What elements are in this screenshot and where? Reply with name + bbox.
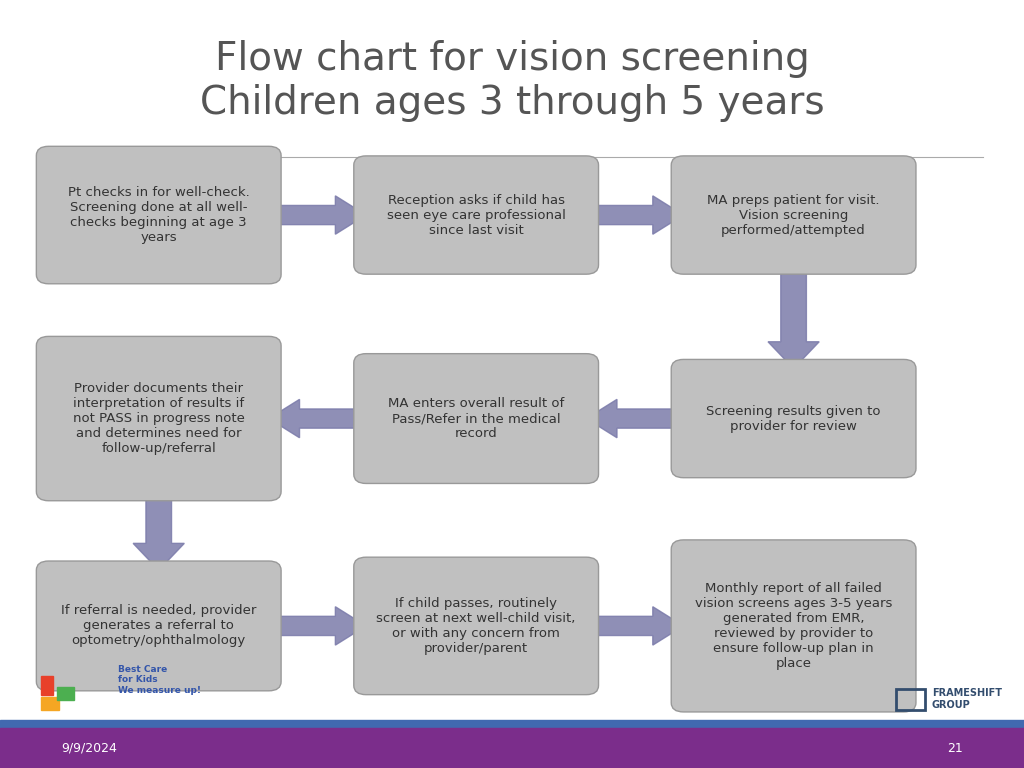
Polygon shape [586,196,684,234]
Polygon shape [268,196,367,234]
Text: If child passes, routinely
screen at next well-child visit,
or with any concern : If child passes, routinely screen at nex… [377,597,575,655]
Polygon shape [133,492,184,570]
FancyBboxPatch shape [37,561,281,691]
Bar [41,697,59,710]
Polygon shape [586,607,684,645]
Text: MA enters overall result of
Pass/Refer in the medical
record: MA enters overall result of Pass/Refer i… [388,397,564,440]
FancyBboxPatch shape [672,156,915,274]
Polygon shape [268,607,367,645]
Polygon shape [768,265,819,369]
Polygon shape [268,399,367,438]
FancyBboxPatch shape [354,156,598,274]
Text: 21: 21 [947,742,963,754]
Text: Pt checks in for well-check.
Screening done at all well-
checks beginning at age: Pt checks in for well-check. Screening d… [68,186,250,244]
Bar [0,720,1024,728]
Bar [41,676,53,695]
Text: MA preps patient for visit.
Vision screening
performed/attempted: MA preps patient for visit. Vision scree… [708,194,880,237]
Text: FRAMESHIFT
GROUP: FRAMESHIFT GROUP [932,688,1001,710]
Text: Monthly report of all failed
vision screens ages 3-5 years
generated from EMR,
r: Monthly report of all failed vision scre… [695,582,892,670]
Text: If referral is needed, provider
generates a referral to
optometry/ophthalmology: If referral is needed, provider generate… [61,604,256,647]
FancyBboxPatch shape [354,558,598,694]
Text: Flow chart for vision screening
Children ages 3 through 5 years: Flow chart for vision screening Children… [200,40,824,121]
Text: Best Care
for Kids
We measure up!: Best Care for Kids We measure up! [118,665,201,694]
FancyBboxPatch shape [354,353,598,484]
Bar [57,687,74,700]
FancyBboxPatch shape [672,359,915,478]
Text: Screening results given to
provider for review: Screening results given to provider for … [707,405,881,432]
Text: 9/9/2024: 9/9/2024 [61,742,118,754]
FancyBboxPatch shape [37,336,281,501]
Bar [896,689,925,710]
Polygon shape [586,399,684,438]
Bar [0,728,1024,768]
Text: Reception asks if child has
seen eye care professional
since last visit: Reception asks if child has seen eye car… [387,194,565,237]
Text: Provider documents their
interpretation of results if
not PASS in progress note
: Provider documents their interpretation … [73,382,245,455]
FancyBboxPatch shape [37,147,281,284]
FancyBboxPatch shape [672,540,915,712]
